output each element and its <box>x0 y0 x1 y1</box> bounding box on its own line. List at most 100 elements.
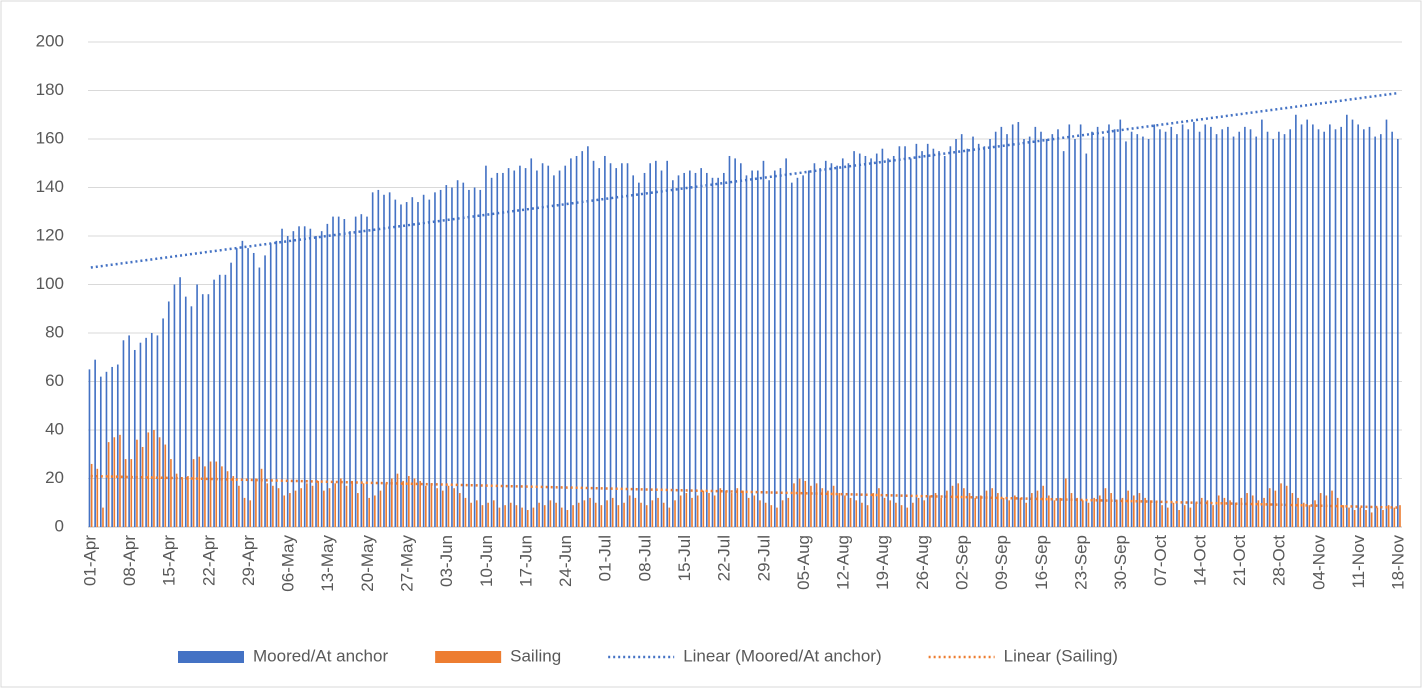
bar <box>349 231 351 527</box>
bar <box>1255 136 1258 527</box>
bar <box>849 497 852 527</box>
bar <box>989 139 991 527</box>
bar <box>583 500 586 527</box>
bar <box>496 172 499 527</box>
bar <box>184 296 187 527</box>
bar <box>1353 510 1356 527</box>
bar <box>549 500 552 527</box>
bar <box>691 497 693 527</box>
bar <box>1283 134 1286 527</box>
y-tick-label: 40 <box>45 419 64 438</box>
y-tick-label: 100 <box>36 274 64 293</box>
bar <box>436 488 438 527</box>
bar <box>872 493 875 527</box>
bar <box>509 502 512 527</box>
bar <box>940 497 943 527</box>
bar <box>1266 131 1269 527</box>
bar <box>547 165 550 528</box>
bar <box>1238 131 1241 527</box>
bar <box>357 493 359 527</box>
bar <box>238 485 240 527</box>
bar <box>464 497 467 527</box>
bar <box>853 151 855 527</box>
bar <box>553 175 555 527</box>
bar <box>861 502 863 527</box>
bar <box>128 335 130 527</box>
bar <box>917 497 920 527</box>
bar <box>252 252 255 527</box>
bar <box>1085 153 1088 528</box>
bar <box>266 483 269 527</box>
bar <box>269 243 272 527</box>
bar <box>632 175 635 527</box>
bar <box>589 497 591 527</box>
x-tick-label: 01-Jul <box>596 535 615 581</box>
bar <box>1149 500 1152 527</box>
bar <box>866 505 869 527</box>
bar <box>1232 136 1235 527</box>
bar <box>672 180 674 527</box>
bar <box>587 146 589 527</box>
bar <box>1272 139 1275 527</box>
x-tick-label: 21-Oct <box>1230 535 1249 586</box>
bar <box>855 500 858 527</box>
bar <box>428 199 431 527</box>
bar <box>1263 497 1265 527</box>
bar <box>887 158 889 527</box>
bar <box>1045 139 1048 527</box>
bar <box>1370 512 1373 527</box>
bar <box>807 170 810 527</box>
bar <box>717 177 719 528</box>
bar <box>190 306 193 527</box>
bar <box>255 478 257 527</box>
bar <box>417 202 419 528</box>
bar <box>787 497 790 527</box>
bar <box>581 151 584 527</box>
bar <box>502 172 504 527</box>
bar <box>1193 122 1195 528</box>
bar <box>983 146 986 527</box>
bar <box>611 497 614 527</box>
bar <box>1195 502 1197 527</box>
legend-label: Moored/At anchor <box>253 646 388 665</box>
bar <box>655 160 657 527</box>
bar <box>892 155 895 527</box>
bar <box>1257 500 1260 527</box>
bar <box>615 168 618 527</box>
x-tick-label: 14-Oct <box>1190 535 1209 586</box>
bar <box>1057 129 1059 528</box>
bar <box>1042 485 1044 527</box>
bar <box>1008 500 1011 527</box>
bar <box>1317 129 1320 528</box>
bar <box>677 175 680 527</box>
x-tick-label: 24-Jun <box>556 535 575 587</box>
bar <box>507 168 510 527</box>
bar <box>1210 126 1212 527</box>
bar <box>258 267 261 527</box>
bar <box>666 160 668 527</box>
bar <box>1300 124 1303 527</box>
bar <box>824 160 827 527</box>
bar <box>628 495 631 527</box>
bar <box>536 170 538 527</box>
bar <box>1308 505 1311 527</box>
bar <box>419 480 421 527</box>
bar <box>94 359 96 527</box>
x-tick-label: 06-May <box>279 535 298 592</box>
bar <box>368 497 370 527</box>
bar <box>1336 497 1339 527</box>
bar <box>292 231 295 527</box>
bar <box>394 199 397 527</box>
bar <box>405 202 408 528</box>
bar <box>694 172 697 527</box>
bar <box>1155 502 1158 527</box>
y-tick-label: 60 <box>45 371 64 390</box>
bar <box>985 490 988 527</box>
bar <box>838 493 841 527</box>
y-tick-label: 140 <box>36 177 64 196</box>
bar <box>1357 124 1359 527</box>
bar <box>719 488 722 527</box>
bar <box>889 500 892 527</box>
x-tick-label: 04-Nov <box>1309 535 1328 590</box>
